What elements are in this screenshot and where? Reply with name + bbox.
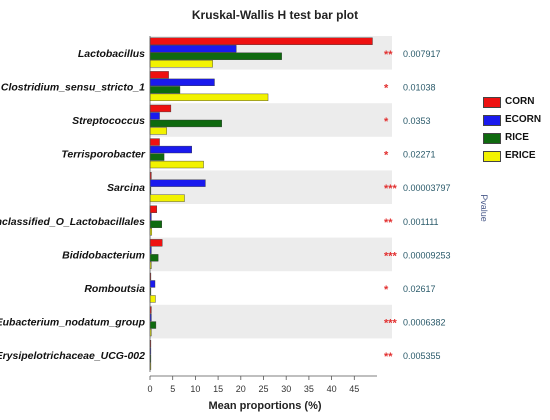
bar	[149, 78, 215, 87]
bar	[149, 194, 185, 202]
category-label: Bididobacterium	[62, 249, 145, 261]
x-tick-label: 30	[281, 384, 291, 394]
category-label: Romboutsia	[84, 283, 145, 295]
legend-item: CORN	[483, 95, 550, 113]
category-labels: Lactobacillus Clostridium_sensu_stricto_1…	[0, 48, 146, 362]
bar	[149, 321, 157, 329]
bar	[149, 104, 172, 113]
bar	[149, 145, 192, 154]
row-band	[150, 170, 392, 204]
bar	[149, 119, 222, 128]
x-axis-label: Mean proportions (%)	[208, 400, 322, 412]
pvalue-axis-label: Pvalue	[479, 194, 489, 222]
bar	[149, 93, 269, 102]
significance-marker: ***	[384, 318, 398, 330]
pvalue-label: 0.0006382	[403, 318, 446, 328]
category-label: Terrisporobacter	[61, 149, 146, 161]
pvalue-label: 0.02271	[403, 150, 436, 160]
bar	[149, 280, 156, 288]
pvalue-label: 0.00009253	[403, 250, 451, 260]
legend-item: ERICE	[483, 149, 550, 167]
pvalue-label: 0.005355	[403, 351, 441, 361]
bar	[149, 239, 163, 247]
legend: CORN ECORN RICE ERICE	[483, 95, 550, 167]
x-tick-label: 20	[236, 384, 246, 394]
row-band	[150, 237, 392, 272]
bar	[149, 86, 181, 94]
legend-swatch-erice	[483, 151, 501, 162]
bar	[149, 295, 156, 303]
significance-marker: **	[384, 49, 393, 61]
category-label: Streptococcus	[72, 115, 145, 127]
x-tick-label: 15	[213, 384, 223, 394]
significance-marker: **	[384, 217, 393, 229]
bar	[149, 179, 206, 187]
x-tick-label: 40	[327, 384, 337, 394]
pvalue-label: 0.02617	[403, 284, 436, 294]
pvalue-label: 0.00003797	[403, 183, 451, 193]
significance-markers: *******************	[384, 49, 398, 363]
category-label: Eubacterium_nodatum_group	[0, 317, 146, 329]
bar	[149, 127, 167, 135]
legend-label-corn: CORN	[505, 96, 535, 107]
bar	[149, 112, 160, 120]
bars	[149, 37, 373, 370]
bar	[149, 45, 237, 53]
category-label: Clostridium_sensu_stricto_1	[1, 81, 145, 93]
chart-title: Kruskal-Wallis H test bar plot	[191, 8, 359, 22]
bar	[149, 60, 213, 68]
x-tick-label: 10	[190, 384, 200, 394]
pvalue-labels: 0.007917 0.01038 0.0353 0.02271 0.00003797 0.…	[403, 49, 451, 361]
significance-marker: *	[384, 116, 389, 128]
category-label: Lactobacillus	[78, 48, 145, 60]
legend-label-rice: RICE	[505, 132, 529, 143]
bar	[149, 160, 204, 169]
bar	[149, 153, 165, 161]
significance-marker: ***	[384, 250, 398, 262]
significance-marker: *	[384, 150, 389, 162]
pvalue-label: 0.001111	[403, 217, 439, 227]
pvalue-label: 0.0353	[403, 116, 431, 126]
bar	[149, 254, 159, 262]
pvalue-label: 0.007917	[403, 49, 441, 59]
legend-swatch-corn	[483, 97, 501, 108]
legend-item: RICE	[483, 131, 550, 149]
significance-marker: ***	[384, 183, 398, 195]
legend-label-ecorn: ECORN	[505, 114, 542, 125]
legend-swatch-ecorn	[483, 115, 501, 126]
x-tick-label: 0	[147, 384, 152, 394]
row-band	[150, 304, 392, 339]
legend-label-erice: ERICE	[505, 150, 536, 161]
x-tick-label: 35	[304, 384, 314, 394]
legend-item: ECORN	[483, 113, 550, 131]
category-label: Erysipelotrichaceae_UCG-002	[0, 350, 145, 362]
bar	[149, 138, 160, 146]
significance-marker: *	[384, 284, 389, 296]
legend-swatch-rice	[483, 133, 501, 144]
category-label: Sarcina	[107, 182, 145, 194]
bar	[149, 37, 373, 45]
significance-marker: **	[384, 351, 393, 363]
bar	[149, 52, 282, 60]
x-tick-label: 5	[170, 384, 175, 394]
pvalue-label: 0.01038	[403, 82, 436, 92]
bar	[149, 71, 169, 79]
x-tick-label: 25	[258, 384, 268, 394]
x-axis: 0 5 10 15 20 25 30 35 40 45	[147, 36, 377, 394]
bar	[149, 205, 158, 213]
significance-marker: *	[384, 82, 389, 94]
x-tick-label: 45	[349, 384, 359, 394]
bar	[149, 220, 163, 228]
category-label: Unclassified_O_Lactobacillales	[0, 216, 145, 228]
